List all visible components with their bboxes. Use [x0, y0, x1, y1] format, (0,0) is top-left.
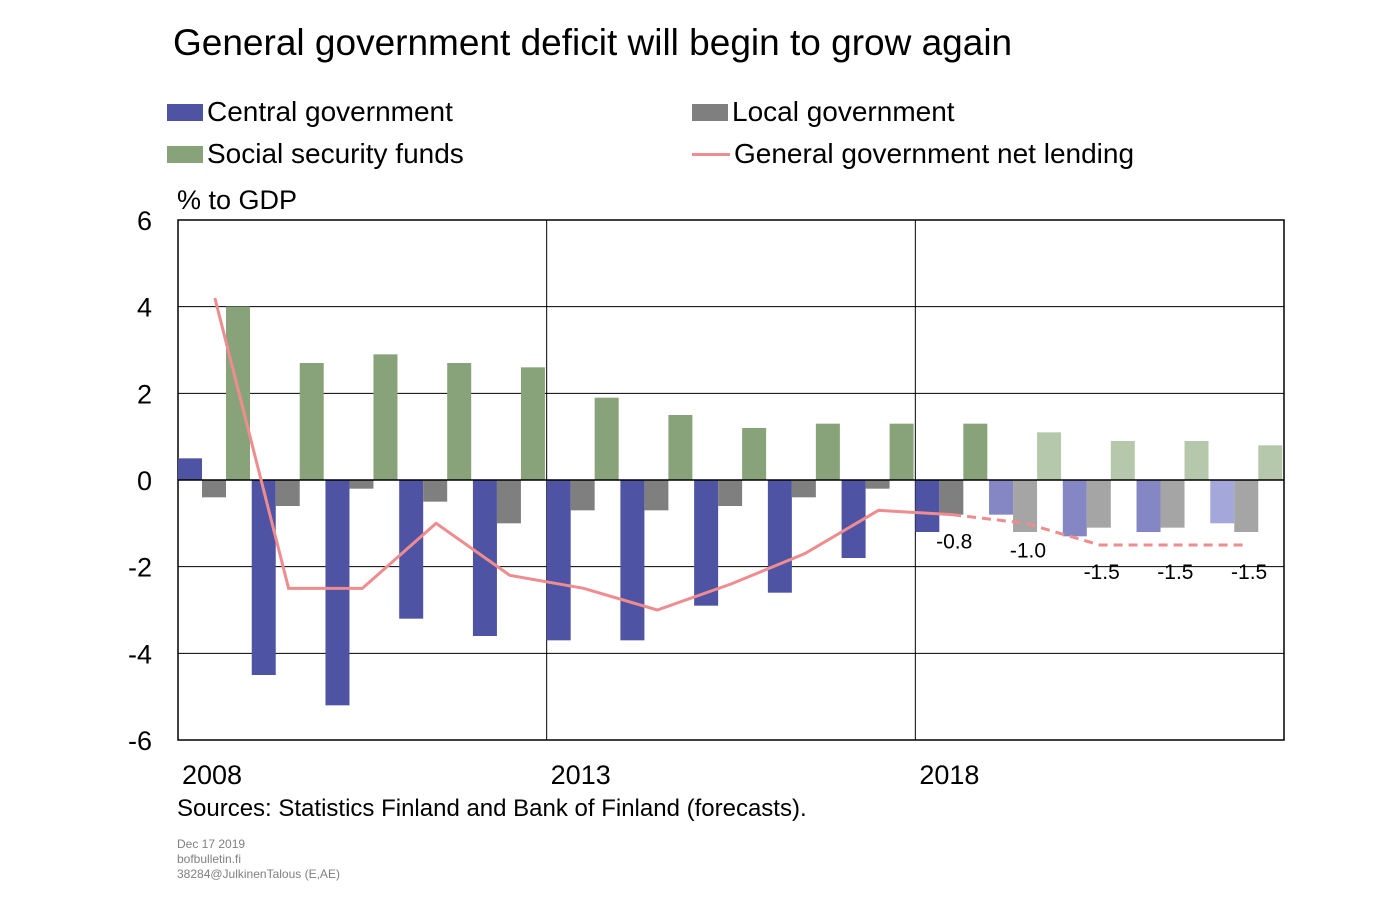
bar-social-security-funds: [1110, 441, 1135, 480]
bar-local-government: [865, 480, 890, 489]
net-lending-data-label: -1.5: [1231, 561, 1267, 584]
y-tick-label: 4: [137, 293, 152, 323]
x-tick-label: 2008: [182, 760, 242, 790]
y-tick-label: -2: [128, 553, 152, 583]
legend-item-local-government: Local government: [692, 95, 955, 129]
legend-item-central-government: Central government: [167, 95, 453, 129]
bar-central-government: [620, 480, 645, 641]
bar-central-government: [546, 480, 571, 641]
source-note: Sources: Statistics Finland and Bank of …: [177, 795, 807, 822]
bar-local-government: [570, 480, 595, 511]
legend-label-central-government: Central government: [207, 96, 453, 127]
bar-social-security-funds: [447, 363, 472, 480]
y-tick-label: 0: [137, 466, 152, 496]
bar-social-security-funds: [373, 354, 398, 480]
y-tick-label: 6: [137, 206, 152, 236]
bar-local-government: [202, 480, 226, 498]
x-tick-label: 2013: [551, 760, 611, 790]
bar-social-security-funds: [889, 423, 914, 480]
footer-code: 38284@JulkinenTalous (E,AE): [177, 867, 340, 881]
bar-local-government: [423, 480, 448, 502]
bar-central-government: [694, 480, 719, 606]
bar-social-security-funds: [594, 397, 619, 480]
y-tick-label: 2: [137, 379, 152, 409]
footer-site: bofbulletin.fi: [177, 852, 242, 866]
legend-swatch-net-lending: [692, 152, 730, 156]
bar-social-security-funds: [1037, 432, 1062, 480]
bar-central-government: [1210, 480, 1235, 524]
bar-social-security-funds: [668, 415, 693, 480]
bar-social-security-funds: [742, 428, 767, 480]
bar-social-security-funds: [520, 367, 545, 480]
net-lending-data-label: -1.5: [1084, 561, 1120, 584]
x-tick-label: 2018: [919, 760, 979, 790]
legend-item-net-lending: General government net lending: [692, 137, 1134, 171]
bar-local-government: [275, 480, 300, 506]
legend-label-net-lending: General government net lending: [734, 138, 1135, 169]
legend-swatch-central-government: [167, 103, 203, 121]
y-axis-unit-label: % to GDP: [177, 185, 298, 215]
y-tick-label: -6: [128, 726, 152, 756]
bar-local-government: [939, 480, 964, 515]
net-lending-data-label: -1.5: [1157, 561, 1193, 584]
legend-item-social-security-funds: Social security funds: [167, 137, 464, 171]
bar-local-government: [349, 480, 374, 489]
bar-local-government: [718, 480, 743, 506]
net-lending-forecast-line: [952, 513, 1248, 547]
bar-central-government: [1062, 480, 1087, 537]
bar-social-security-funds: [1184, 441, 1209, 480]
bar-central-government: [251, 480, 276, 675]
legend-label-social-security-funds: Social security funds: [207, 138, 464, 169]
bar-local-government: [1234, 480, 1259, 532]
bar-central-government: [915, 480, 940, 532]
bar-local-government: [1160, 480, 1185, 528]
bar-social-security-funds: [815, 423, 840, 480]
legend-label-local-government: Local government: [732, 96, 955, 127]
footer-date: Dec 17 2019: [177, 837, 246, 851]
bar-central-government: [399, 480, 424, 619]
bar-central-government: [178, 458, 202, 480]
bar-local-government: [496, 480, 521, 524]
chart-title: General government deficit will begin to…: [173, 22, 1013, 63]
bar-social-security-funds: [299, 363, 324, 480]
y-tick-label: -4: [128, 639, 152, 669]
legend-swatch-local-government: [692, 103, 728, 121]
net-lending-line: [213, 297, 953, 612]
bar-local-government: [791, 480, 816, 498]
net-lending-data-label: -0.8: [936, 531, 972, 554]
bar-local-government: [1086, 480, 1111, 528]
legend-swatch-social-security-funds: [167, 145, 203, 163]
bar-central-government: [1136, 480, 1161, 532]
bar-central-government: [325, 480, 350, 706]
bar-local-government: [644, 480, 669, 511]
bar-social-security-funds: [1258, 445, 1283, 480]
bar-central-government: [767, 480, 792, 593]
net-lending-data-label: -1.0: [1010, 539, 1046, 562]
bar-central-government: [989, 480, 1014, 515]
bar-social-security-funds: [963, 423, 988, 480]
